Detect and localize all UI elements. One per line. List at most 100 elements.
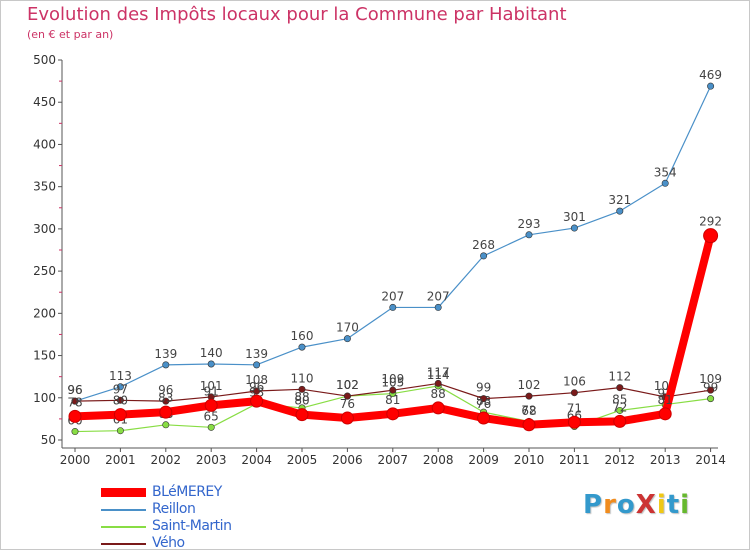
data-point xyxy=(703,228,719,244)
chart-subtitle: (en € et par an) xyxy=(27,28,114,41)
data-point xyxy=(570,224,578,232)
legend-swatch xyxy=(101,509,146,511)
data-label: 80 xyxy=(113,394,128,408)
data-label: 81 xyxy=(385,393,400,407)
data-point xyxy=(658,407,672,421)
data-point xyxy=(525,392,533,400)
data-point xyxy=(116,396,124,404)
data-label: 160 xyxy=(291,329,314,343)
data-point xyxy=(389,303,397,311)
y-tick-label: 100 xyxy=(33,391,56,405)
data-point xyxy=(298,385,306,393)
data-label: 170 xyxy=(336,321,359,335)
data-point xyxy=(707,82,715,90)
x-tick-label: 2004 xyxy=(241,453,272,467)
legend-swatch xyxy=(101,526,146,528)
data-point xyxy=(253,387,261,395)
data-label: 105 xyxy=(381,376,404,390)
x-tick-label: 2001 xyxy=(105,453,136,467)
data-label: 68 xyxy=(521,404,536,418)
data-point xyxy=(207,423,215,431)
data-label: 88 xyxy=(294,390,309,404)
data-point xyxy=(386,407,400,421)
legend-swatch xyxy=(101,488,146,497)
data-point xyxy=(616,406,624,414)
data-point xyxy=(116,383,124,391)
data-label: 76 xyxy=(340,397,355,411)
data-point xyxy=(434,303,442,311)
x-tick-label: 2005 xyxy=(287,453,318,467)
x-tick-label: 2012 xyxy=(605,453,636,467)
x-tick-label: 2006 xyxy=(332,453,363,467)
data-label: 292 xyxy=(699,215,722,229)
y-tick-label: 150 xyxy=(33,349,56,363)
data-label: 65 xyxy=(204,409,219,423)
data-label: 108 xyxy=(245,373,268,387)
data-label: 109 xyxy=(381,372,404,386)
data-label: 72 xyxy=(521,403,536,417)
chart-title: Evolution des Impôts locaux pour la Comm… xyxy=(27,4,567,25)
logo-letter: t xyxy=(666,490,681,520)
data-label: 469 xyxy=(699,68,722,82)
data-label: 354 xyxy=(654,165,677,179)
x-tick-label: 2000 xyxy=(60,453,91,467)
data-point xyxy=(68,409,82,423)
y-tick-label: 200 xyxy=(33,306,56,320)
data-point xyxy=(298,343,306,351)
data-point xyxy=(343,392,351,400)
data-point xyxy=(253,361,261,369)
data-label: 96 xyxy=(67,383,82,397)
data-point xyxy=(71,428,79,436)
data-point xyxy=(162,397,170,405)
data-label: 140 xyxy=(200,346,223,360)
data-point xyxy=(116,427,124,435)
data-label: 99 xyxy=(476,381,491,395)
x-tick-label: 2011 xyxy=(559,453,590,467)
data-point xyxy=(570,389,578,397)
data-point xyxy=(204,398,218,412)
data-label: 96 xyxy=(158,383,173,397)
x-tick-label: 2008 xyxy=(423,453,454,467)
data-label: 109 xyxy=(699,372,722,386)
y-tick-label: 500 xyxy=(33,53,56,67)
data-point xyxy=(616,207,624,215)
data-label: 113 xyxy=(109,369,132,383)
data-point xyxy=(343,335,351,343)
logo-letter: i xyxy=(656,490,667,520)
data-label: 78 xyxy=(67,395,82,409)
data-point xyxy=(661,179,669,187)
data-point xyxy=(613,414,627,428)
x-tick-label: 2014 xyxy=(695,453,726,467)
data-label: 114 xyxy=(427,368,450,382)
data-point xyxy=(522,418,536,432)
data-label: 110 xyxy=(291,371,314,385)
data-point xyxy=(250,394,264,408)
legend-label: Vého xyxy=(152,535,185,551)
logo-letter: r xyxy=(603,490,617,520)
data-label: 96 xyxy=(67,383,82,397)
data-label: 106 xyxy=(563,375,586,389)
y-tick-label: 400 xyxy=(33,137,56,151)
legend-label: Saint-Martin xyxy=(152,518,232,534)
data-label: 88 xyxy=(431,387,446,401)
legend-label: Reillon xyxy=(152,501,196,517)
data-label: 268 xyxy=(472,238,495,252)
data-point xyxy=(480,395,488,403)
logo-letter: i xyxy=(680,490,691,520)
data-label: 96 xyxy=(249,380,264,394)
data-point xyxy=(567,415,581,429)
data-point xyxy=(159,405,173,419)
x-tick-label: 2007 xyxy=(378,453,409,467)
x-tick-label: 2002 xyxy=(151,453,182,467)
data-label: 207 xyxy=(381,289,404,303)
data-label: 102 xyxy=(518,378,541,392)
data-label: 102 xyxy=(336,378,359,392)
data-label: 301 xyxy=(563,210,586,224)
y-tick-label: 250 xyxy=(33,264,56,278)
data-label: 207 xyxy=(427,289,450,303)
y-tick-label: 350 xyxy=(33,180,56,194)
y-tick-label: 450 xyxy=(33,95,56,109)
data-point xyxy=(162,361,170,369)
